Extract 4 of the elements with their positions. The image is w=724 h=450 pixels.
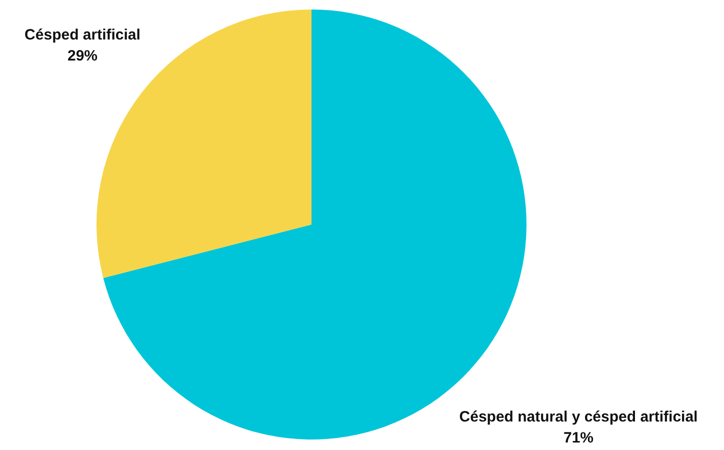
data-label: 29%: [67, 48, 98, 64]
data-label: 71%: [563, 430, 594, 446]
slice-label: Césped artificial: [24, 26, 140, 44]
slice-label: Césped natural y césped artificial: [459, 408, 698, 426]
